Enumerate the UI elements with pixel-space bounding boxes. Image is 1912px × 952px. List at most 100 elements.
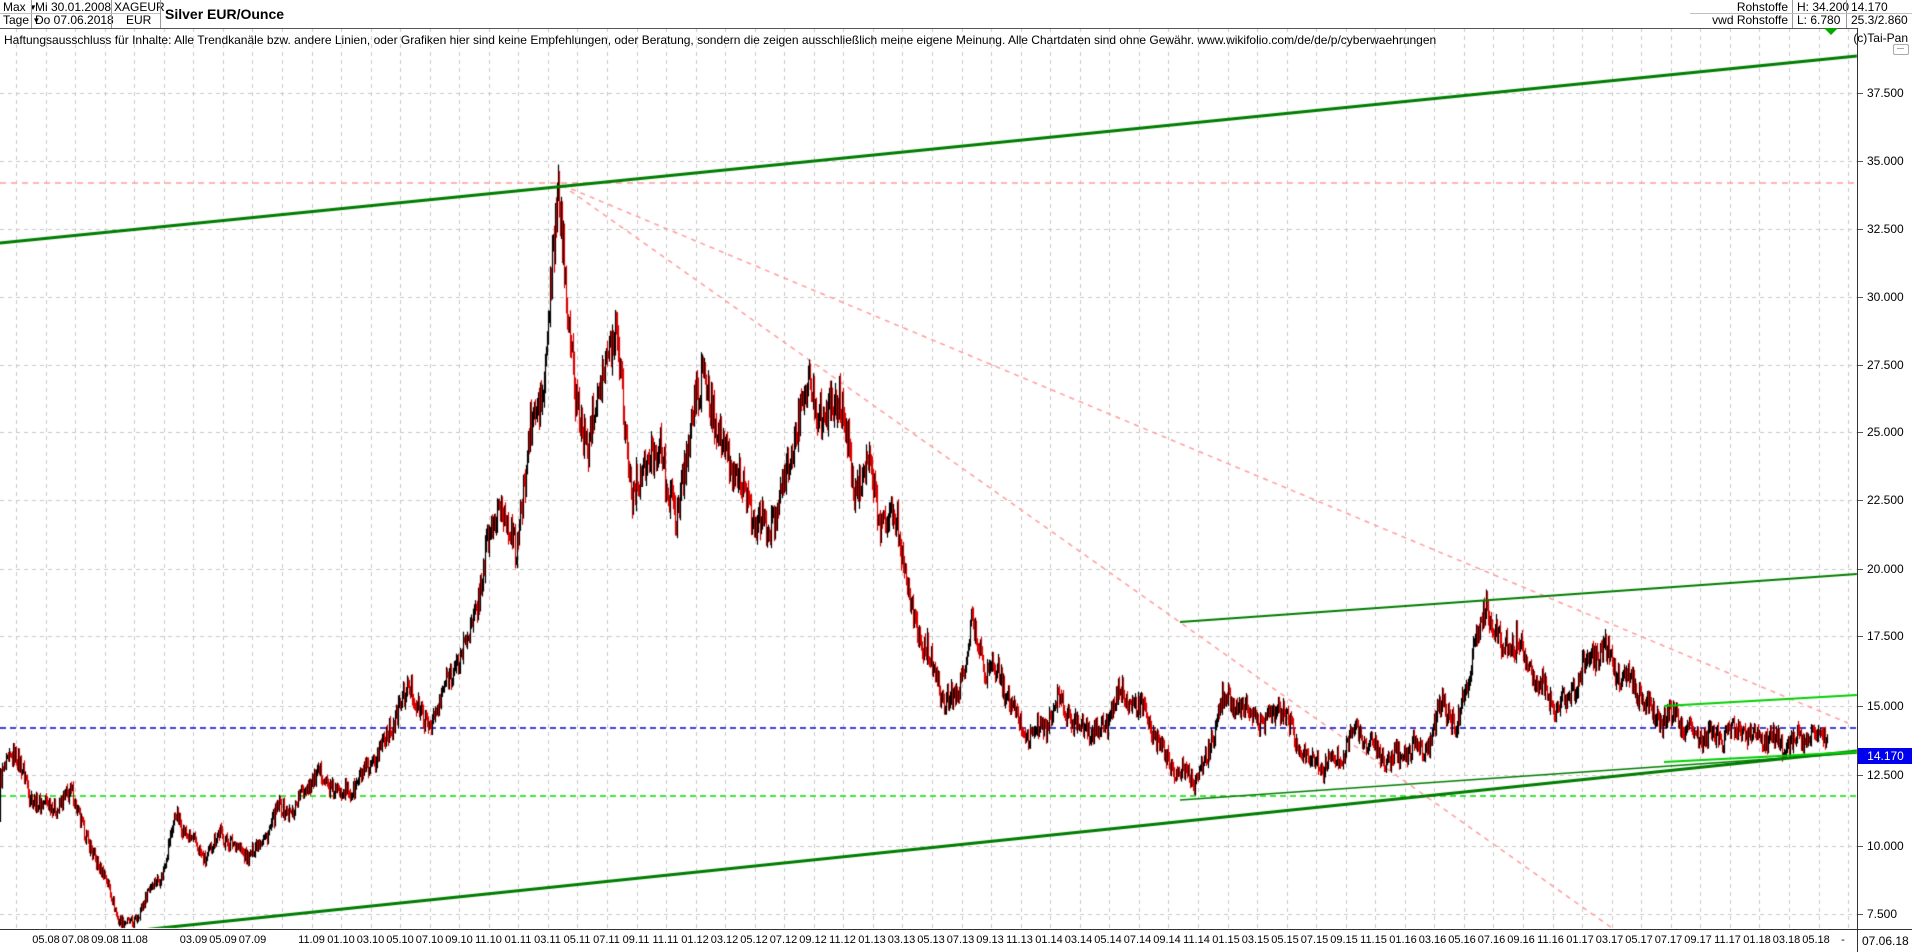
currency-code: EUR bbox=[126, 13, 152, 27]
date-axis[interactable]: 07.06.18 05.08 07.08 09.08 11.08 03.09 05.09 0… bbox=[0, 929, 1912, 952]
x-axis-label: 03.11 bbox=[534, 934, 561, 946]
y-axis-tick bbox=[1858, 432, 1863, 433]
period-dropdown[interactable]: Tage ▼ bbox=[3, 13, 41, 27]
x-axis-label: 11.10 bbox=[475, 934, 502, 946]
y-axis-label: 25.000 bbox=[1867, 425, 1904, 439]
x-axis-label: 03.12 bbox=[710, 934, 739, 946]
x-axis-label: 05.16 bbox=[1448, 934, 1476, 946]
header-divider bbox=[111, 0, 112, 28]
x-axis-label: 05.11 bbox=[563, 934, 591, 946]
x-axis-label: 11.13 bbox=[1006, 934, 1033, 946]
y-axis-label: 37.500 bbox=[1867, 86, 1904, 100]
x-axis-label: 03.10 bbox=[356, 934, 385, 946]
axis-corner-divider bbox=[1857, 930, 1858, 952]
x-axis-label: 03.18 bbox=[1772, 934, 1801, 946]
chevron-down-icon: ▼ bbox=[29, 3, 37, 12]
x-axis-label: 07.11 bbox=[593, 934, 620, 946]
copyright-label: (c)Tai-Pan bbox=[1853, 31, 1908, 45]
x-axis-label: 05.17 bbox=[1625, 934, 1653, 946]
scroll-position-marker-icon bbox=[1824, 28, 1838, 35]
x-axis-label: 03.14 bbox=[1064, 934, 1093, 946]
x-axis-label: 07.14 bbox=[1123, 934, 1152, 946]
x-axis-label: 11.16 bbox=[1537, 934, 1564, 946]
x-axis-label: 07.13 bbox=[946, 934, 975, 946]
last-date-label: 07.06.18 bbox=[1862, 934, 1909, 948]
header-divider bbox=[160, 0, 161, 28]
x-axis-label: 05.13 bbox=[917, 934, 945, 946]
x-axis-label: 05.10 bbox=[386, 934, 414, 946]
x-axis-label: 05.15 bbox=[1271, 934, 1299, 946]
x-axis-label: 07.17 bbox=[1654, 934, 1683, 946]
y-axis-label: 22.500 bbox=[1867, 493, 1904, 507]
header-row-divider bbox=[0, 13, 160, 14]
x-axis-label: 11.14 bbox=[1183, 934, 1210, 946]
header-divider bbox=[1792, 0, 1793, 28]
header-divider bbox=[1846, 0, 1847, 28]
x-axis-label: 03.17 bbox=[1595, 934, 1624, 946]
x-axis-label: 09.15 bbox=[1330, 934, 1358, 946]
y-axis-label: 15.000 bbox=[1867, 699, 1904, 713]
x-axis-label: 07.12 bbox=[769, 934, 798, 946]
x-axis-label: 03.15 bbox=[1241, 934, 1270, 946]
last-price-value: 14.170 bbox=[1851, 0, 1888, 14]
y-axis-label: 27.500 bbox=[1867, 358, 1904, 372]
y-axis-tick bbox=[1858, 365, 1863, 366]
x-axis-label: 07.10 bbox=[415, 934, 444, 946]
x-axis-label: 01.15 bbox=[1212, 934, 1240, 946]
change-value: 25.3/2.860 bbox=[1851, 13, 1908, 27]
minimize-icon[interactable] bbox=[1893, 44, 1909, 55]
x-axis-label: 11.08 bbox=[121, 934, 148, 946]
x-axis-label: 11.12 bbox=[829, 934, 856, 946]
price-axis[interactable]: 14.170 37.500 35.000 32.500 30.000 27.500 25.… bbox=[1857, 28, 1912, 929]
x-axis-label: 07.15 bbox=[1300, 934, 1329, 946]
x-axis-label: 05.12 bbox=[740, 934, 768, 946]
y-axis-tick bbox=[1858, 229, 1863, 230]
y-axis-label: 35.000 bbox=[1867, 154, 1904, 168]
y-axis-label: 30.000 bbox=[1867, 290, 1904, 304]
x-axis-label: 11.09 bbox=[298, 934, 325, 946]
x-axis-label: 05.08 bbox=[32, 934, 60, 946]
y-axis-tick bbox=[1858, 636, 1863, 637]
x-axis-label: 01.16 bbox=[1389, 934, 1417, 946]
y-axis-label: 10.000 bbox=[1867, 839, 1904, 853]
x-axis-label: 09.10 bbox=[445, 934, 473, 946]
x-axis-label: 03.13 bbox=[887, 934, 916, 946]
low-value: L: 6.780 bbox=[1797, 13, 1841, 27]
x-axis-label: 01.13 bbox=[858, 934, 886, 946]
range-dropdown[interactable]: Max ▼ bbox=[3, 0, 37, 14]
x-axis-label: 01.18 bbox=[1743, 934, 1771, 946]
x-axis-label: 09.17 bbox=[1684, 934, 1712, 946]
x-axis-label: 01.10 bbox=[327, 934, 355, 946]
y-axis-tick bbox=[1858, 500, 1863, 501]
y-axis-tick bbox=[1858, 914, 1863, 915]
header-divider bbox=[31, 0, 32, 28]
x-axis-label: 09.16 bbox=[1507, 934, 1535, 946]
y-axis-tick bbox=[1858, 569, 1863, 570]
x-axis-label: 09.11 bbox=[622, 934, 650, 946]
y-axis-tick bbox=[1858, 161, 1863, 162]
chevron-down-icon: ▼ bbox=[32, 16, 41, 25]
x-axis-label: 01.17 bbox=[1566, 934, 1594, 946]
y-axis-tick bbox=[1858, 706, 1863, 707]
category-label: Rohstoffe bbox=[1736, 0, 1788, 14]
x-axis-label: 05.09 bbox=[209, 934, 237, 946]
x-axis-label: 03.16 bbox=[1418, 934, 1447, 946]
x-axis-label: 09.12 bbox=[799, 934, 827, 946]
y-axis-label: 17.500 bbox=[1867, 629, 1904, 643]
x-axis-label: 11.15 bbox=[1360, 934, 1387, 946]
y-axis-tick bbox=[1858, 297, 1863, 298]
x-axis-label: 01.14 bbox=[1035, 934, 1063, 946]
y-axis-label: 32.500 bbox=[1867, 222, 1904, 236]
chart-header: Max ▼ Tage ▼ Mi 30.01.2008 Do 07.06.2018… bbox=[0, 0, 1912, 29]
x-axis-label: 11.17 bbox=[1714, 934, 1741, 946]
y-axis-label: 7.500 bbox=[1867, 907, 1898, 921]
date-from-field[interactable]: Mi 30.01.2008 bbox=[35, 0, 112, 14]
y-axis-tick bbox=[1858, 775, 1863, 776]
x-axis-label: 07.09 bbox=[238, 934, 267, 946]
y-axis-tick bbox=[1858, 846, 1863, 847]
x-axis-label: 01.11 bbox=[504, 934, 532, 946]
date-to-field[interactable]: Do 07.06.2018 bbox=[35, 13, 114, 27]
disclaimer-text: Haftungsausschluss für Inhalte: Alle Tre… bbox=[4, 33, 1437, 47]
